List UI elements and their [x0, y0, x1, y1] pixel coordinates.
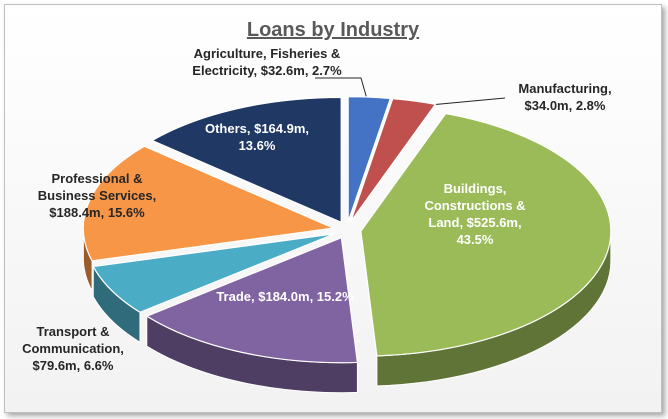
label-part: ,	[309, 289, 317, 304]
label-part: ,	[304, 63, 313, 78]
slice	[145, 236, 359, 364]
label-part: ,	[518, 215, 522, 230]
label-part: ,	[568, 98, 576, 113]
label-part: ,	[100, 205, 108, 220]
label-part: ,	[607, 81, 612, 96]
label-part: ,	[253, 63, 261, 78]
label-part: ,	[246, 121, 255, 136]
chart: Loans by Industry Agriculture, Fisheries…	[4, 4, 662, 413]
chart-title: Loans by Industry	[246, 19, 420, 41]
label-part: ,	[120, 341, 124, 356]
label-part: Professional & Business Services	[37, 171, 153, 203]
label-part: Buildings, Constructions & Land	[424, 181, 526, 230]
label-part: Others	[204, 121, 247, 136]
label-part: ,	[459, 215, 467, 230]
label-part: $32.6m	[260, 63, 305, 78]
label-part: ,	[76, 358, 84, 373]
label-part: $164.9m	[254, 121, 306, 136]
label-part: Trade	[216, 289, 251, 304]
slice	[360, 112, 612, 357]
slice	[92, 233, 335, 313]
data-label: Transport & Communication, $79.6m, 6.6%	[5, 323, 143, 374]
pie-plot	[82, 77, 612, 394]
label-part: ,	[305, 121, 310, 136]
label-part: $184.0m	[258, 289, 310, 304]
label-part: $34.0m	[524, 98, 569, 113]
slice	[350, 98, 437, 223]
data-label: Trade, $184.0m, 15.2%	[215, 288, 355, 305]
data-label: Others, $164.9m, 13.6%	[192, 120, 322, 154]
slice-tops	[82, 96, 612, 364]
label-part: Manufacturing	[518, 81, 608, 96]
label-part: 13.6%	[238, 138, 276, 153]
label-part: 6.6%	[83, 358, 114, 373]
label-part: 15.2%	[316, 289, 354, 304]
label-part: 43.5%	[456, 232, 494, 247]
data-label: Manufacturing, $34.0m, 2.8%	[500, 80, 630, 114]
slice	[82, 145, 336, 262]
slice	[150, 96, 342, 224]
data-label: Agriculture, Fisheries & Electricity, $3…	[162, 45, 372, 79]
slice	[347, 96, 392, 222]
label-part: $525.6m	[466, 215, 518, 230]
label-part: ,	[251, 289, 259, 304]
label-part: $188.4m	[49, 205, 101, 220]
label-part: Agriculture, Fisheries & Electricity	[192, 46, 341, 78]
label-part: 2.8%	[575, 98, 606, 113]
label-part: Transport & Communication	[22, 324, 121, 356]
label-part: 2.7%	[312, 63, 342, 78]
label-part: $79.6m	[32, 358, 77, 373]
label-part: 15.6%	[107, 205, 145, 220]
data-label: Buildings, Constructions & Land, $525.6m…	[410, 180, 540, 248]
data-label: Professional & Business Services, $188.4…	[27, 170, 167, 221]
label-part: ,	[152, 188, 157, 203]
